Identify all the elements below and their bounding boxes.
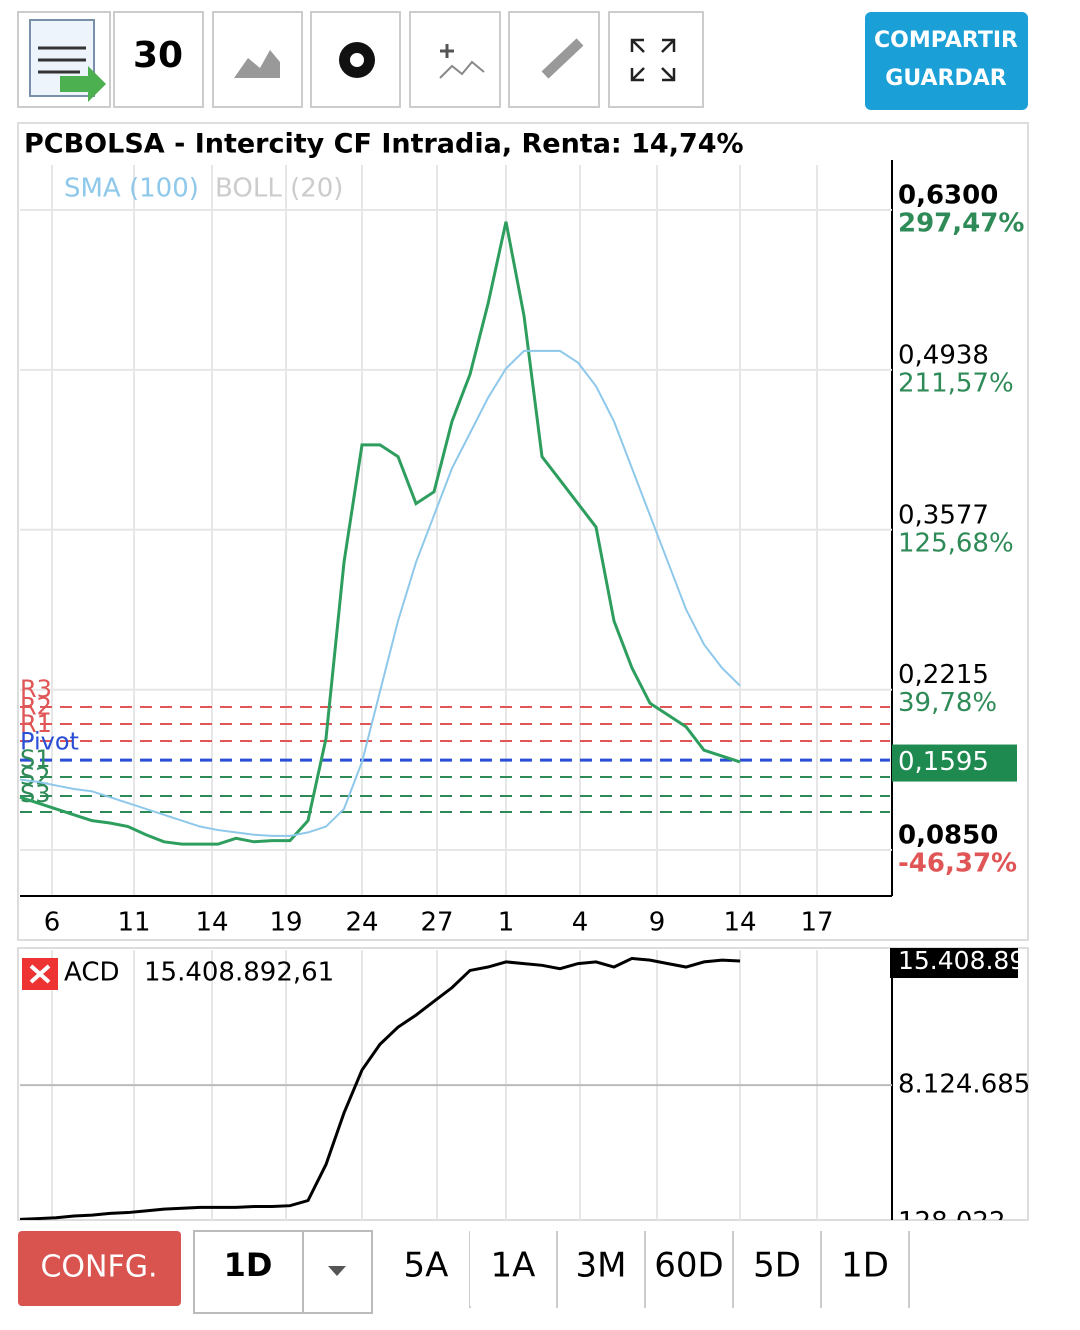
- pivot-label: S1: [20, 745, 51, 773]
- y-tick-label: 8.124.685: [898, 1070, 1030, 1100]
- x-tick-label: 6: [44, 908, 61, 938]
- y-tick-pct: 297,47%: [898, 208, 1024, 238]
- acd-line: [19, 956, 741, 1220]
- x-tick-label: 14: [723, 908, 756, 938]
- share-button[interactable]: [865, 12, 1028, 110]
- x-tick-label: 17: [800, 908, 833, 938]
- pivot-label: Pivot: [20, 728, 79, 756]
- range-label: 1D: [841, 1246, 889, 1286]
- save-label: GUARDAR: [885, 66, 1007, 91]
- main-panel: [17, 122, 1029, 941]
- range-button[interactable]: [470, 1231, 556, 1306]
- pivot-label: R2: [20, 693, 52, 721]
- y-tick-label: 0,6300: [898, 180, 998, 210]
- config-button[interactable]: [18, 1231, 181, 1306]
- dropdown-arrow: [328, 1266, 346, 1276]
- y-tick-label: 0,3577: [898, 500, 989, 530]
- acd-panel: [17, 947, 1029, 1221]
- legend-sma: SMA (100): [64, 174, 199, 204]
- y-tick-label: 0,4938: [898, 340, 989, 370]
- y-tick-pct: 211,57%: [898, 368, 1014, 398]
- x-tick-label: 4: [572, 908, 589, 938]
- range-button[interactable]: [734, 1231, 820, 1306]
- range-label: 5D: [753, 1246, 801, 1286]
- config-label: CONFG.: [40, 1250, 157, 1285]
- price-line: [19, 221, 741, 846]
- marks: 6 11 14 19 24 27 1 4 9 14 170,6300297,47%0,4938211…: [19, 180, 1030, 1237]
- y-tick-pct: -46,37%: [898, 849, 1017, 879]
- period-label: 30: [133, 35, 183, 76]
- range-button[interactable]: [822, 1231, 908, 1306]
- range-button[interactable]: [383, 1231, 469, 1306]
- current-box: [892, 744, 1017, 782]
- chart-type-button[interactable]: [212, 11, 303, 108]
- x-tick-label: 27: [420, 908, 453, 938]
- x-tick-label: 1: [498, 908, 515, 938]
- pivot-label: R1: [20, 710, 52, 738]
- range-buttons: 5A 1A 3M 60D 5D 1D: [383, 1231, 910, 1308]
- y-tick-pct: 39,78%: [898, 688, 997, 718]
- acd-current-box: [890, 948, 1018, 978]
- legend-boll: BOLL (20): [215, 174, 343, 204]
- toolbar: [17, 11, 704, 108]
- acd-value: 15.408.892,61: [144, 958, 334, 988]
- pivot-label: S2: [20, 763, 51, 791]
- range-label: 5A: [404, 1246, 449, 1286]
- acd-current-label: 15.408.89: [898, 946, 1025, 975]
- y-tick-label: 0,0850: [898, 821, 998, 851]
- y-tick-label: 128.022: [898, 1207, 1006, 1237]
- range-button[interactable]: [558, 1231, 644, 1306]
- x-tick-label: 11: [117, 908, 150, 938]
- y-tick-label: 0,2215: [898, 660, 989, 690]
- remove-icon: [29, 964, 51, 984]
- range-label: 3M: [576, 1246, 627, 1286]
- range-label: 1A: [491, 1246, 536, 1286]
- share-label: COMPARTIR: [874, 28, 1018, 53]
- acd-plot: 8.124.685 128.022: [19, 956, 1030, 1237]
- interval-select[interactable]: [193, 1230, 373, 1314]
- draw-button[interactable]: [508, 11, 600, 108]
- range-button[interactable]: [646, 1231, 732, 1306]
- x-tick-label: 9: [649, 908, 666, 938]
- interval-label: 1D: [224, 1246, 273, 1284]
- period-button[interactable]: [113, 11, 204, 108]
- x-tick-label: 14: [195, 908, 228, 938]
- title-bg: [22, 130, 890, 162]
- current-label: 0,1595: [898, 747, 989, 777]
- sma-line: [19, 349, 741, 837]
- range-label: 60D: [654, 1246, 723, 1286]
- x-tick-label: 19: [269, 908, 302, 938]
- chart-title: PCBOLSA - Intercity CF Intradia, Renta: …: [24, 129, 744, 160]
- fullscreen-button[interactable]: [608, 11, 704, 108]
- y-tick-pct: 125,68%: [898, 528, 1014, 558]
- icons: [29, 19, 676, 102]
- acd-title: ACD: [64, 958, 120, 988]
- x-tick-label: 24: [345, 908, 378, 938]
- indicator-button[interactable]: [409, 11, 501, 108]
- pivot-label: R3: [20, 675, 52, 703]
